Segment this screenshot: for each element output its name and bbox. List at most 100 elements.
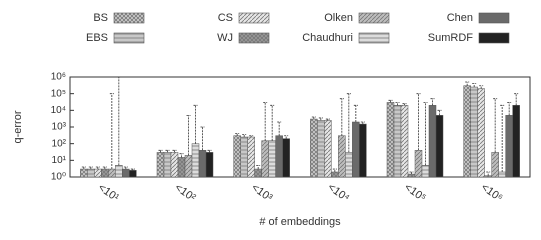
bar bbox=[498, 171, 506, 178]
x-tick-label: <10⁵ bbox=[402, 181, 428, 204]
legend-swatch bbox=[358, 12, 390, 24]
bar bbox=[156, 152, 165, 178]
bar bbox=[108, 168, 116, 178]
bar bbox=[324, 120, 332, 178]
error-bar bbox=[165, 149, 170, 153]
error-bar bbox=[88, 166, 93, 170]
y-tick-label: 10³ bbox=[52, 122, 67, 133]
bar bbox=[101, 168, 109, 178]
legend-label: CS bbox=[218, 12, 233, 24]
bar bbox=[345, 152, 353, 178]
error-bar bbox=[493, 98, 498, 153]
bar bbox=[428, 105, 437, 178]
error-bar bbox=[81, 166, 86, 170]
bar bbox=[233, 135, 241, 178]
bar bbox=[282, 138, 290, 178]
bar bbox=[261, 140, 269, 178]
x-tick-label: <10¹ bbox=[96, 182, 121, 205]
error-bar bbox=[353, 104, 358, 122]
bar bbox=[393, 105, 402, 178]
bar bbox=[407, 173, 416, 178]
bar bbox=[400, 105, 409, 178]
bar bbox=[198, 150, 207, 178]
bar bbox=[386, 102, 395, 178]
error-bar bbox=[472, 83, 477, 88]
error-bar bbox=[395, 101, 400, 106]
bar bbox=[359, 123, 367, 178]
bar bbox=[310, 118, 318, 178]
error-bar bbox=[339, 98, 344, 136]
error-bar bbox=[284, 135, 289, 139]
bar bbox=[491, 152, 499, 178]
error-bar bbox=[402, 103, 407, 106]
bar bbox=[80, 168, 88, 178]
error-bar bbox=[311, 116, 316, 120]
legend-swatch bbox=[238, 12, 270, 24]
bar bbox=[463, 85, 471, 178]
error-bar bbox=[507, 101, 512, 116]
legend-label: SumRDF bbox=[428, 32, 474, 44]
legend-swatch bbox=[478, 32, 510, 44]
error-bar bbox=[479, 85, 484, 89]
error-bar bbox=[172, 149, 177, 153]
error-bar bbox=[325, 118, 330, 121]
bar bbox=[512, 105, 520, 178]
error-bar bbox=[200, 126, 205, 151]
bar bbox=[191, 143, 200, 178]
legend-label: Olken bbox=[324, 12, 353, 24]
bar bbox=[352, 121, 360, 178]
y-tick-label: 10¹ bbox=[52, 155, 67, 166]
error-bar bbox=[318, 117, 323, 121]
bar bbox=[177, 157, 186, 178]
legend-label: Chaudhuri bbox=[302, 32, 353, 44]
legend-label: WJ bbox=[217, 32, 233, 44]
error-bar bbox=[409, 171, 414, 175]
error-bar bbox=[486, 171, 491, 176]
error-bar bbox=[465, 81, 470, 86]
y-tick-label: 10⁶ bbox=[51, 72, 66, 83]
legend-label: BS bbox=[93, 12, 108, 24]
error-bar bbox=[130, 168, 135, 171]
error-bar bbox=[123, 166, 128, 170]
legend-swatch bbox=[113, 12, 145, 24]
bar bbox=[129, 170, 137, 178]
y-tick-label: 10² bbox=[52, 138, 67, 149]
error-bar bbox=[388, 99, 393, 103]
plot-frame bbox=[69, 76, 531, 178]
error-bar bbox=[249, 135, 254, 138]
legend-swatch bbox=[358, 32, 390, 44]
legend-swatch bbox=[238, 32, 270, 44]
error-bar bbox=[430, 98, 435, 106]
bar bbox=[254, 168, 262, 178]
y-tick-label: 10⁵ bbox=[51, 88, 66, 99]
bar bbox=[163, 152, 172, 178]
bar bbox=[421, 165, 430, 178]
bar bbox=[470, 86, 478, 178]
error-bar bbox=[235, 133, 240, 136]
error-bar bbox=[514, 93, 519, 106]
legend-swatch bbox=[113, 32, 145, 44]
x-tick-label: <10⁴ bbox=[325, 181, 351, 204]
error-bar bbox=[332, 168, 337, 172]
chart: q-error # of embeddings 10⁰ 10¹ 10² 10³ 10⁴ 1… bbox=[12, 12, 531, 228]
bar bbox=[414, 150, 423, 178]
bar bbox=[275, 135, 283, 178]
error-bar bbox=[346, 93, 351, 153]
error-bar bbox=[186, 114, 191, 156]
error-bar bbox=[207, 149, 212, 153]
bar bbox=[247, 136, 255, 178]
error-bar bbox=[95, 166, 100, 170]
bar bbox=[170, 152, 179, 178]
y-tick-label: 10⁰ bbox=[51, 172, 66, 183]
y-axis-label: q-error bbox=[12, 110, 24, 143]
bar bbox=[338, 135, 346, 178]
error-bar bbox=[158, 149, 163, 153]
bar bbox=[268, 140, 276, 178]
error-bar bbox=[423, 101, 428, 166]
legend-label: Chen bbox=[447, 12, 473, 24]
bar bbox=[484, 175, 492, 178]
x-axis-label: # of embeddings bbox=[259, 216, 341, 228]
bar bbox=[122, 168, 130, 178]
error-bar bbox=[500, 104, 505, 172]
error-bar bbox=[102, 166, 107, 170]
